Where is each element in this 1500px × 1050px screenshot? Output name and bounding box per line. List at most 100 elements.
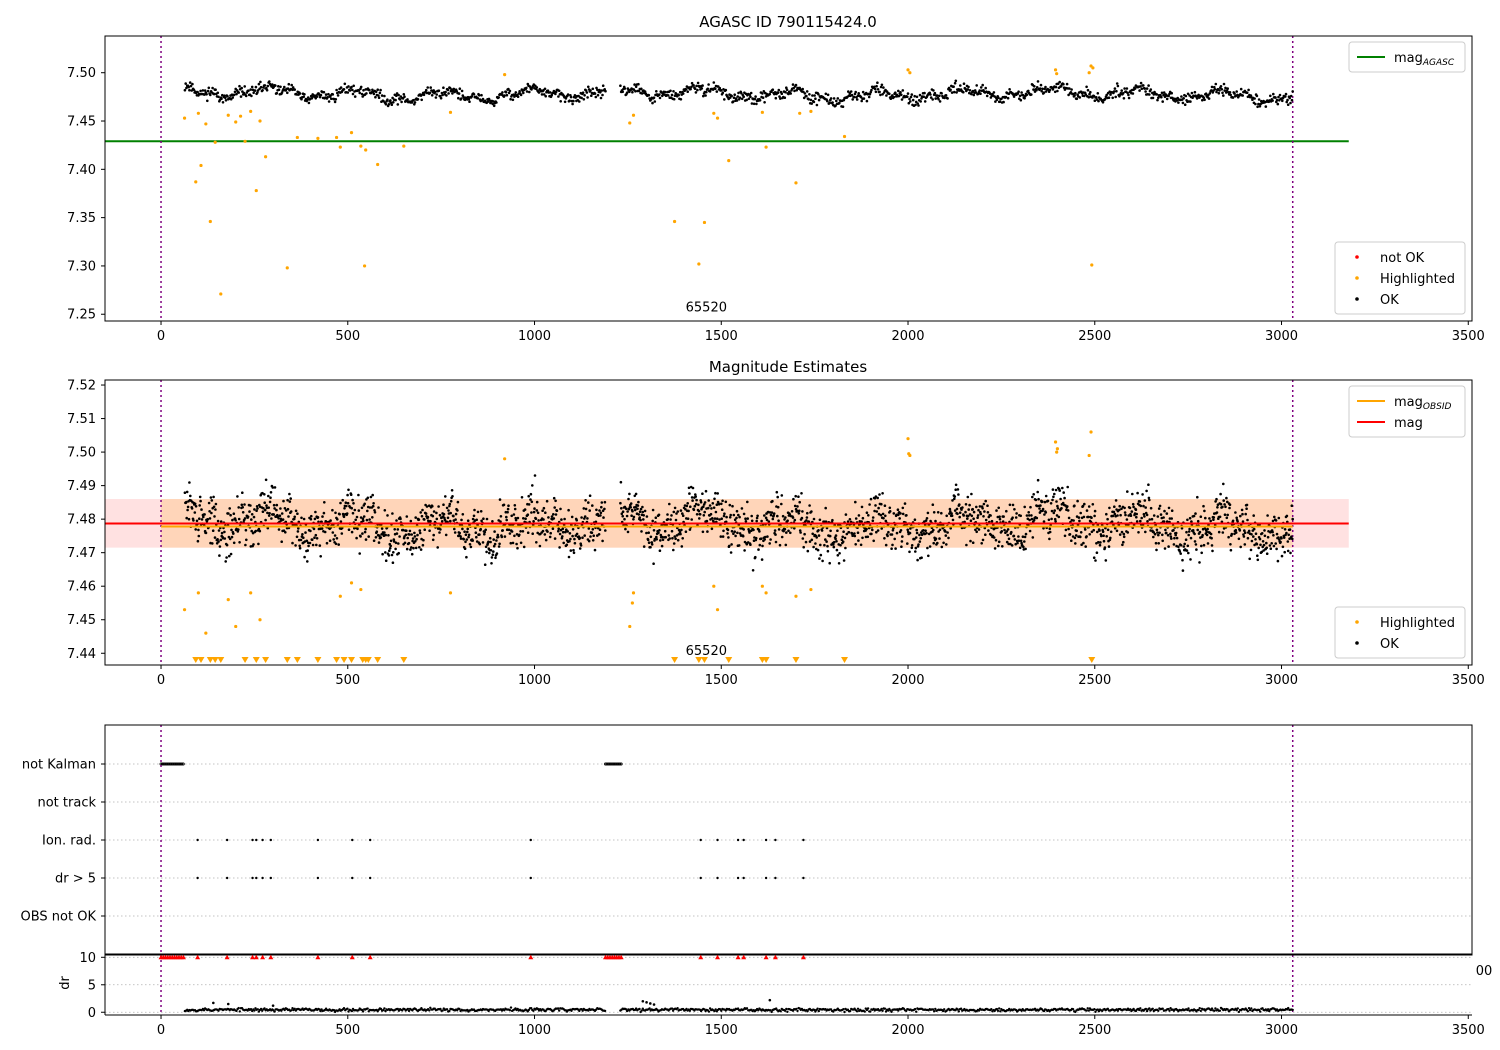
dr-point <box>957 1010 960 1013</box>
middle-ok-point <box>373 511 377 514</box>
top-ok-point <box>339 86 343 89</box>
middle-ok-point <box>857 514 861 517</box>
middle-ok-point <box>1144 506 1147 509</box>
middle-ok-point <box>1202 504 1205 508</box>
top-ok-point <box>1281 99 1284 103</box>
dr-point <box>779 1010 782 1013</box>
middle-ok-point <box>483 532 486 536</box>
flags-point <box>196 876 199 880</box>
top-ok-point <box>848 92 852 95</box>
middle-ok-point <box>710 507 713 510</box>
middle-ok-point <box>592 534 595 537</box>
dr-point <box>855 1010 859 1013</box>
top-ok-point <box>451 92 454 95</box>
middle-ok-point <box>817 534 821 537</box>
top-ok-point <box>701 84 704 87</box>
middle-ok-point <box>945 514 948 518</box>
middle-ok-point <box>509 541 513 545</box>
middle-ok-point <box>1139 519 1142 523</box>
middle-legend <box>1334 606 1466 659</box>
top-ok-point <box>460 89 464 93</box>
middle-ok-point <box>1247 529 1251 533</box>
top-ok-point <box>1025 93 1029 97</box>
middle-ok-point <box>583 534 586 537</box>
middle-ok-point <box>412 546 415 550</box>
top-ok-point <box>249 88 252 91</box>
middle-ok-point <box>244 543 247 547</box>
middle-ok-point <box>1005 509 1008 513</box>
middle-ok-point <box>1188 516 1192 520</box>
middle-ok-point <box>1020 541 1023 545</box>
middle-highlighted-point <box>338 594 342 598</box>
middle-ok-point <box>405 547 409 551</box>
middle-ok-point <box>228 507 231 510</box>
middle-highlighted-point <box>182 608 187 612</box>
middle-ok-point <box>479 527 483 531</box>
top-ok-point <box>599 96 603 100</box>
middle-ok-point <box>958 503 961 506</box>
top-ok-point <box>862 97 866 100</box>
middle-ok-point <box>720 502 723 506</box>
middle-ok-point <box>1002 515 1005 518</box>
middle-ok-point <box>685 504 689 508</box>
middle-ok-point <box>444 495 447 498</box>
middle-ok-point <box>341 498 345 502</box>
middle-ok-point <box>357 493 360 497</box>
middle-highlighted-point <box>1089 430 1093 434</box>
middle-ok-point <box>471 517 475 521</box>
top-ok-point <box>257 82 261 86</box>
middle-ok-point <box>1254 538 1257 541</box>
top-ok-point <box>1126 91 1129 95</box>
top-ok-point <box>1116 84 1120 88</box>
middle-ok-point <box>411 537 415 540</box>
middle-ok-point <box>836 529 839 532</box>
middle-ok-point <box>728 516 732 519</box>
middle-ok-point <box>701 530 705 534</box>
top-ok-point <box>869 90 872 94</box>
top-ok-point <box>672 97 676 101</box>
top-legend-dot-swatch <box>1355 297 1359 301</box>
middle-ok-point <box>454 518 457 521</box>
flags-range-point <box>172 762 176 766</box>
top-ok-point <box>1019 98 1023 102</box>
middle-ok-point <box>966 514 970 518</box>
top-highlighted-point <box>631 113 636 117</box>
middle-ok-point <box>572 548 575 552</box>
middle-ok-point <box>346 501 350 505</box>
middle-ok-point <box>975 505 978 509</box>
middle-ok-point <box>859 543 863 547</box>
middle-ok-point <box>915 531 919 535</box>
middle-clipped-marker <box>262 657 270 663</box>
top-ok-point <box>878 90 881 94</box>
top-ok-point <box>932 89 935 92</box>
middle-ok-point <box>1265 546 1268 550</box>
middle-ok-point <box>367 535 371 538</box>
top-ok-point <box>1103 97 1107 101</box>
middle-ok-point <box>368 506 372 509</box>
middle-ok-point <box>1188 527 1191 531</box>
middle-ok-point <box>1214 500 1217 503</box>
top-ok-point <box>274 84 277 87</box>
middle-ok-point <box>684 530 688 533</box>
top-ok-point <box>1105 93 1108 97</box>
middle-ok-point <box>891 543 894 547</box>
middle-ok-point <box>642 545 646 548</box>
middle-ok-point <box>848 518 852 521</box>
top-ok-point <box>731 100 735 103</box>
top-ok-point <box>1038 87 1042 90</box>
top-ytick-label: 7.35 <box>67 211 96 226</box>
middle-ok-point <box>558 546 561 549</box>
middle-ok-point <box>1241 520 1245 523</box>
top-ok-point <box>1241 94 1244 97</box>
middle-ok-point <box>458 531 462 535</box>
middle-ok-point <box>559 528 563 532</box>
top-ok-point <box>704 94 707 97</box>
middle-ok-point <box>1185 549 1189 552</box>
top-ok-point <box>403 95 406 98</box>
middle-ok-point <box>432 533 436 537</box>
middle-ok-point <box>934 519 937 523</box>
middle-ok-point <box>981 538 985 542</box>
top-ok-point <box>594 95 598 99</box>
middle-ok-point <box>216 538 219 541</box>
middle-highlighted-point <box>760 584 764 588</box>
